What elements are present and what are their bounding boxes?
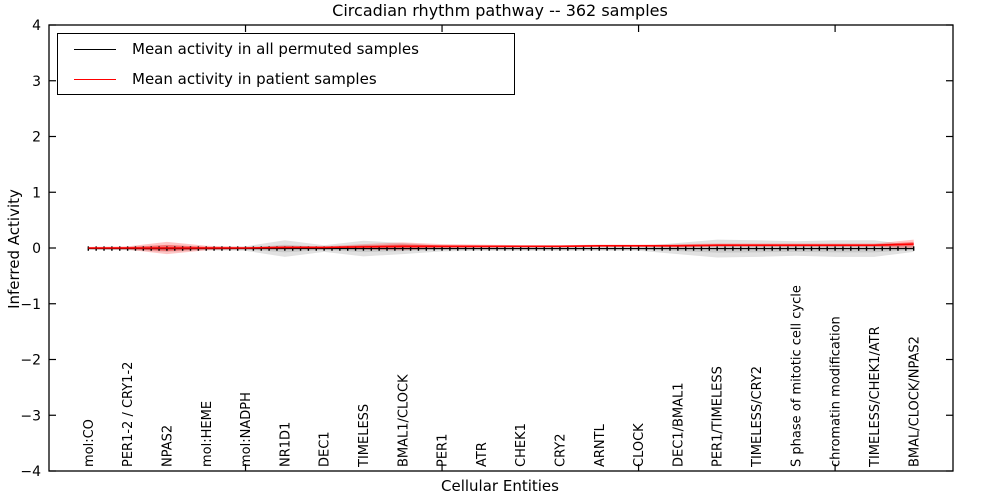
- x-category-label: mol:HEME: [200, 401, 215, 467]
- x-category-label: TIMELESS: [357, 404, 372, 468]
- y-tick-label: 4: [32, 18, 41, 34]
- x-category-label: DEC1/BMAL1: [671, 383, 686, 468]
- x-category-label: ATR: [475, 442, 490, 467]
- x-category-label: BMAL/CLOCK/NPAS2: [907, 336, 922, 467]
- x-category-label: TIMELESS/CRY2: [750, 366, 765, 468]
- y-tick-label: 3: [32, 74, 41, 90]
- x-category-label: CLOCK: [632, 423, 647, 467]
- patient-mean-line: [88, 243, 914, 249]
- legend-item-permuted: Mean activity in all permuted samples: [58, 37, 514, 61]
- permuted-line-swatch: [74, 48, 116, 50]
- legend: Mean activity in all permuted samples Me…: [57, 33, 515, 95]
- x-category-label: PER1-2 / CRY1-2: [121, 362, 136, 467]
- x-category-label: BMAL1/CLOCK: [396, 374, 411, 467]
- y-tick-label: −3: [20, 408, 41, 424]
- x-category-label: mol:CO: [82, 419, 97, 467]
- x-category-label: PER1/TIMELESS: [711, 366, 726, 467]
- legend-label-patient: Mean activity in patient samples: [132, 70, 377, 88]
- x-category-label: S phase of mitotic cell cycle: [789, 285, 804, 467]
- y-tick-label: −4: [20, 464, 41, 480]
- y-tick-label: 2: [32, 130, 41, 146]
- x-category-label: NPAS2: [160, 425, 175, 467]
- patient-line-swatch: [74, 78, 116, 80]
- x-category-label: PER1: [436, 434, 451, 467]
- x-category-label: chromatin modification: [829, 316, 844, 467]
- x-category-label: ARNTL: [593, 423, 608, 467]
- x-category-label: DEC1: [318, 431, 333, 467]
- x-axis-label: Cellular Entities: [441, 477, 559, 495]
- y-tick-label: −2: [20, 353, 41, 369]
- y-tick-label: 1: [32, 185, 41, 201]
- x-category-label: NR1D1: [278, 422, 293, 467]
- y-tick-label: 0: [32, 241, 41, 257]
- legend-label-permuted: Mean activity in all permuted samples: [132, 40, 419, 58]
- legend-item-patient: Mean activity in patient samples: [58, 67, 514, 91]
- chart-title: Circadian rhythm pathway -- 362 samples: [332, 1, 668, 20]
- x-category-label: CHEK1: [514, 423, 529, 467]
- x-category-label: CRY2: [554, 434, 569, 468]
- y-tick-label: −1: [20, 297, 41, 313]
- x-category-label: mol:NADPH: [239, 392, 254, 467]
- x-category-label: TIMELESS/CHEK1/ATR: [868, 326, 883, 468]
